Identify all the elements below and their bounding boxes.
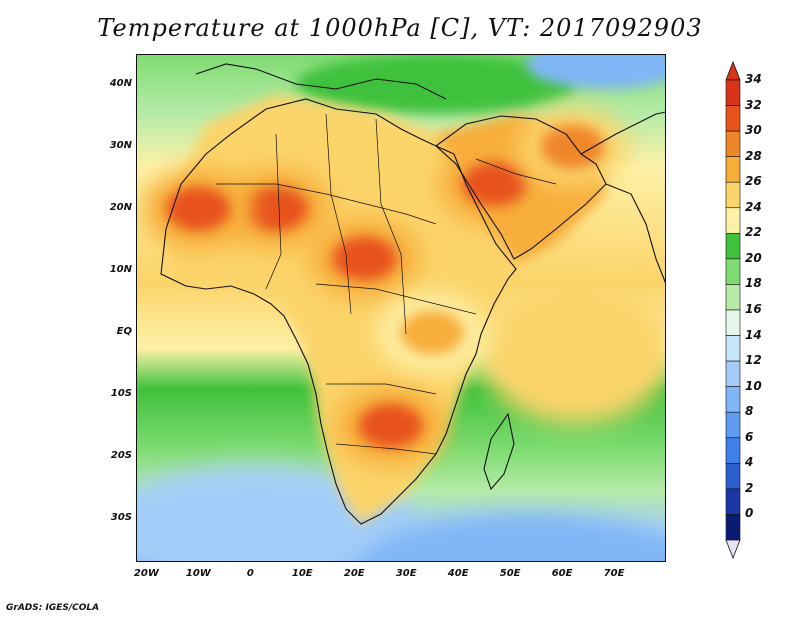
lat-label: 20N (109, 201, 132, 213)
colorbar-label: 18 (745, 276, 762, 291)
lon-label: 20W (133, 568, 159, 579)
colorbar-swatch (725, 309, 741, 336)
colorbar-swatch (725, 335, 741, 362)
border-west (265, 133, 282, 290)
colorbar-label: 34 (745, 72, 762, 86)
lat-label: 10N (109, 263, 132, 275)
iran-coastline (580, 111, 666, 155)
lon-label: 50E (499, 568, 521, 579)
europe-coastline (195, 63, 447, 100)
lat-label: 40N (109, 77, 132, 89)
border-east (375, 118, 407, 335)
colorbar-label: 28 (745, 148, 762, 163)
arabian-sea-warm-area (481, 284, 666, 424)
colorbar-label: 0 (745, 506, 754, 521)
hot-spot-core (332, 236, 397, 281)
colorbar-swatch (725, 360, 741, 387)
africa-coastline (160, 98, 517, 525)
southern-indian-ocean-cool-area (359, 514, 666, 562)
colorbar-swatch (725, 105, 741, 132)
colorbar-label: 16 (745, 302, 762, 316)
colorbar-label: 20 (745, 250, 762, 265)
hot-spot-core (244, 186, 309, 231)
colorbar-label: 26 (745, 174, 762, 189)
colorbar-swatch (725, 463, 741, 490)
colorbar-max-triangle (725, 60, 741, 81)
arabia-coastline (435, 115, 607, 260)
colorbar-label: 24 (745, 199, 762, 214)
lon-label: 40E (447, 568, 469, 579)
border-arabia (475, 158, 557, 185)
border-sahel (216, 183, 437, 225)
lon-label: 10W (185, 568, 211, 579)
colorbar-label: 8 (745, 404, 754, 419)
colorbar-swatch (725, 156, 741, 183)
hot-spot-core (462, 162, 527, 207)
colorbar-swatch (725, 514, 741, 541)
colorbar-min-triangle (725, 539, 741, 560)
hot-spot-layer (143, 106, 628, 466)
colorbar-label: 14 (745, 327, 762, 342)
map-canvas (136, 54, 666, 562)
lon-label: 30E (395, 568, 417, 579)
hot-spot-core (540, 124, 605, 169)
colorbar-swatch (725, 79, 741, 106)
lat-label: 30S (110, 511, 132, 523)
colorbar-svg (725, 60, 741, 560)
colorbar-swatch (725, 130, 741, 157)
lon-label: 10E (291, 568, 313, 579)
colorbar-swatch (725, 386, 741, 413)
colorbar-label: 10 (745, 378, 762, 393)
chart-title: Temperature at 1000hPa [C], VT: 20170929… (97, 14, 703, 42)
lat-label: EQ (116, 325, 132, 337)
lon-label: 70E (603, 568, 625, 579)
colorbar (720, 60, 780, 560)
colorbar-label: 2 (745, 480, 754, 495)
colorbar-swatch (725, 488, 741, 515)
colorbar-label: 30 (745, 123, 762, 138)
colorbar-label: 12 (745, 353, 762, 368)
india-coastline (605, 183, 666, 285)
border-southern-africa (335, 443, 437, 455)
lat-label: 30N (109, 139, 132, 151)
colorbar-label: 32 (745, 97, 762, 112)
hot-spot-core (358, 403, 423, 448)
mediterranean-cool-area (296, 54, 576, 114)
lat-label: 10S (110, 387, 132, 399)
lat-label: 20S (110, 449, 132, 461)
colorbar-swatch (725, 233, 741, 260)
hot-spot-core (166, 186, 231, 231)
lon-label: 60E (551, 568, 573, 579)
colorbar-swatch (725, 258, 741, 285)
map-border (136, 54, 666, 562)
temperature-map (136, 54, 666, 562)
lon-label: 0 (246, 568, 254, 579)
madagascar-coastline (483, 412, 515, 491)
coastlines (160, 63, 666, 525)
central-asia-cool-area (526, 54, 666, 89)
lon-label: 20E (343, 568, 365, 579)
colorbar-swatch (725, 411, 741, 439)
hot-spot-core (400, 310, 465, 355)
colorbar-swatch (725, 181, 741, 209)
colorbar-label: 22 (745, 225, 762, 240)
colorbar-swatch (725, 437, 741, 464)
country-borders (216, 113, 557, 455)
colorbar-label: 4 (745, 455, 754, 470)
credit-text: GrADS: IGES/COLA (6, 603, 100, 613)
colorbar-label: 6 (745, 429, 754, 444)
colorbar-swatch (725, 284, 741, 311)
border-central (325, 113, 352, 315)
colorbar-swatch (725, 207, 741, 234)
border-south (326, 383, 437, 395)
border-equatorial (315, 283, 477, 315)
